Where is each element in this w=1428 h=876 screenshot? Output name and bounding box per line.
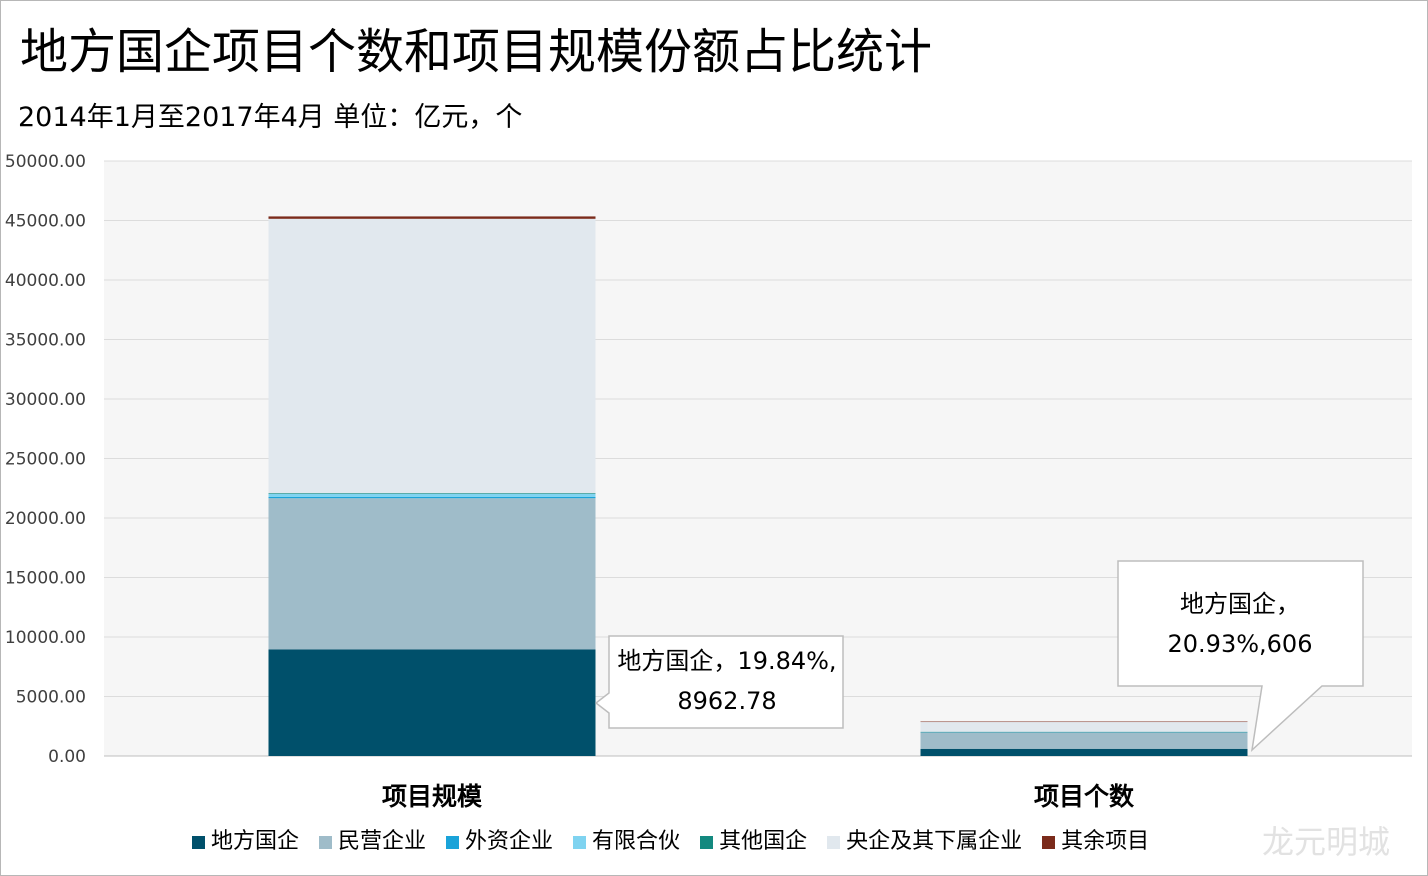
legend-label: 外资企业 [465,829,554,854]
bar-segment [920,721,1248,723]
legend-swatch [192,835,205,849]
callout-text-count: 地方国企， 20.93%,606 [1118,584,1362,664]
legend-label: 地方国企 [211,829,300,854]
bar-segment [268,493,596,497]
bar-segment [268,496,596,499]
callout-text-scale: 地方国企，19.84%, 8962.78 [612,641,842,721]
legend: 地方国企 民营企业 外资企业 有限合伙 其他国企 央企及其下属企业 其余项目 [192,826,1169,858]
y-tick-label: 40000.00 [5,271,86,291]
callout-box-count [1117,560,1364,752]
bar-segment [268,216,596,219]
y-tick-label: 25000.00 [5,450,86,470]
legend-item: 外资企业 [446,827,553,857]
y-tick-label: 0.00 [48,747,86,767]
legend-item: 民营企业 [319,827,426,857]
y-tick-label: 50000.00 [5,152,86,172]
bar-segment [920,721,1248,732]
legend-swatch [446,835,460,849]
legend-item: 有限合伙 [573,827,680,857]
y-axis: 0.00 5000.00 10000.00 15000.00 20000.00 25000… [5,152,86,767]
legend-swatch [319,835,333,849]
legend-item: 地方国企 [192,827,299,857]
bar-segment [268,493,596,494]
legend-label: 其余项目 [1061,829,1150,854]
watermark: 龙元明城 [1262,823,1391,861]
legend-swatch [700,835,714,849]
bar-segment [920,731,1248,733]
bar-segment [268,498,596,650]
bar-segment [268,649,596,756]
y-tick-label: 20000.00 [5,509,86,529]
y-tick-label: 30000.00 [5,390,86,410]
chart-title: 地方国企项目个数和项目规模份额占比统计 [20,24,933,80]
legend-label: 央企及其下属企业 [846,829,1023,854]
callout-line: 地方国企，19.84%, [617,647,837,675]
y-tick-label: 35000.00 [5,331,86,351]
bar-segment [920,732,1248,749]
bar-segment [268,218,596,494]
legend-swatch [827,835,841,849]
chart-subtitle: 2014年1月至2017年4月 单位：亿元，个 [18,102,523,133]
x-tick-label-count: 项目个数 [1033,782,1134,811]
y-tick-label: 45000.00 [5,212,86,232]
callout-line: 20.93%,606 [1167,630,1313,658]
y-tick-label: 5000.00 [16,688,86,708]
y-tick-label: 15000.00 [5,569,86,589]
legend-item: 其他国企 [700,827,807,857]
legend-label: 民营企业 [338,829,427,854]
y-tick-label: 10000.00 [5,628,86,648]
x-tick-label-scale: 项目规模 [381,782,482,811]
bars-layer [268,216,1248,756]
bar-segment [920,748,1248,756]
callout-box-scale [594,635,844,729]
callout-line: 8962.78 [677,687,777,715]
legend-label: 有限合伙 [592,829,681,854]
legend-label: 其他国企 [719,829,808,854]
legend-swatch [1042,835,1056,849]
legend-item: 央企及其下属企业 [827,827,1022,857]
legend-swatch [573,835,587,849]
callout-line: 地方国企， [1180,590,1300,618]
legend-item: 其余项目 [1042,827,1149,857]
callout-layer [594,560,1364,752]
